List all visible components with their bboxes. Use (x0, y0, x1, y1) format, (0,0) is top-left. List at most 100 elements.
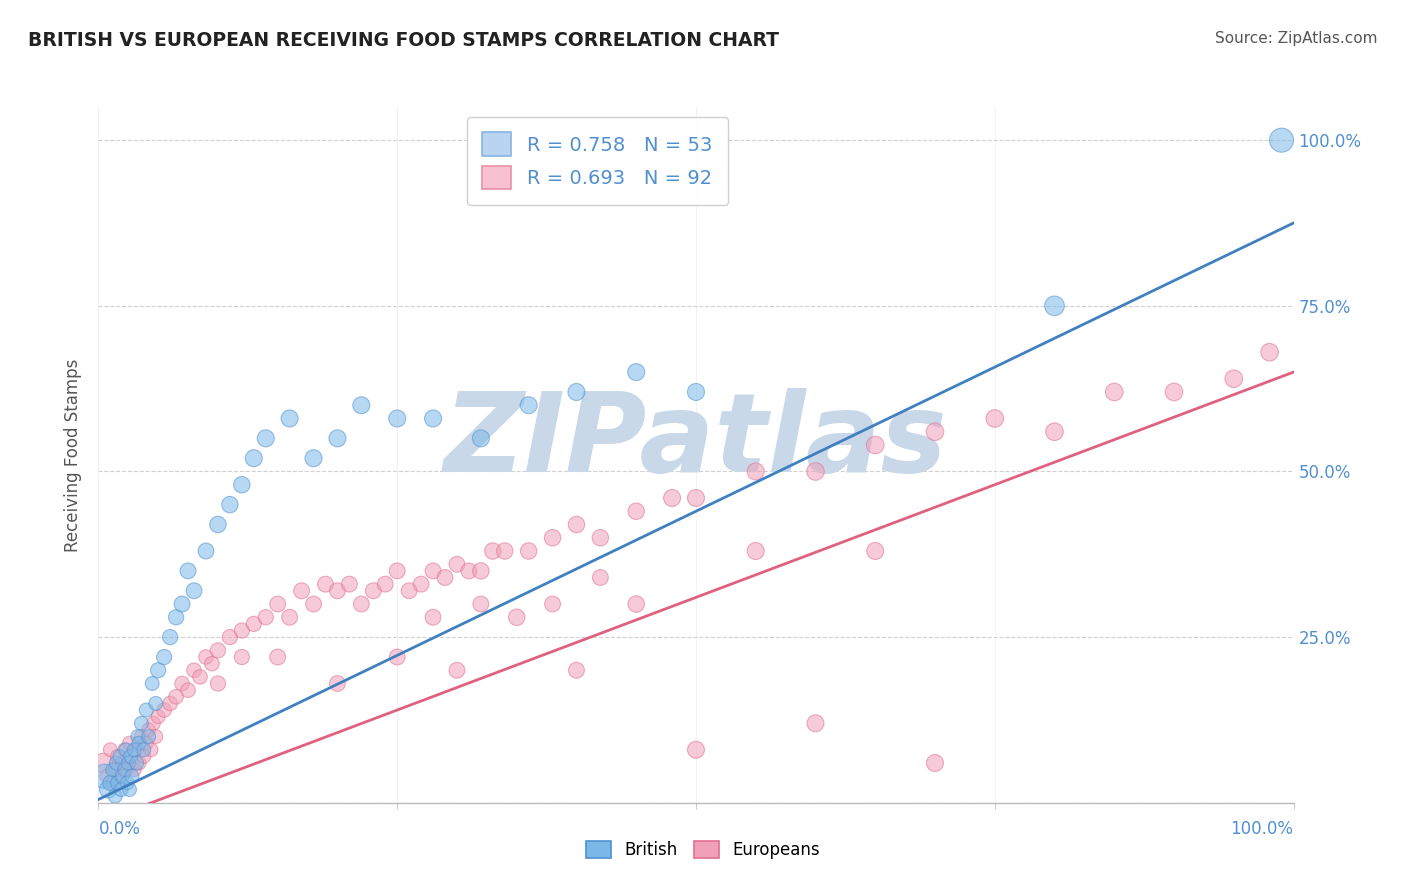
Point (201, 657, 224, 671)
Point (118, 782, 141, 797)
Point (446, 558, 468, 572)
Point (254, 431, 277, 445)
Point (291, 583, 314, 598)
Point (219, 498, 242, 512)
Point (385, 650, 409, 665)
Point (984, 411, 1007, 425)
Point (128, 736, 150, 750)
Point (685, 384, 707, 399)
Point (128, 756, 150, 770)
Point (159, 630, 181, 644)
Point (517, 398, 540, 412)
Point (231, 624, 253, 638)
Point (104, 789, 127, 804)
Point (243, 616, 266, 631)
Point (278, 411, 301, 425)
Point (108, 749, 131, 764)
Point (350, 398, 373, 412)
Point (105, 756, 128, 770)
Point (115, 776, 138, 790)
Point (91, 756, 114, 770)
Point (110, 782, 132, 797)
Point (125, 743, 148, 757)
Point (302, 451, 325, 466)
Y-axis label: Receiving Food Stamps: Receiving Food Stamps (65, 359, 83, 551)
Point (101, 763, 124, 777)
Point (339, 577, 360, 591)
Point (541, 531, 564, 545)
Point (422, 564, 444, 578)
Point (172, 597, 194, 611)
Text: BRITISH VS EUROPEAN RECEIVING FOOD STAMPS CORRELATION CHART: BRITISH VS EUROPEAN RECEIVING FOOD STAMP… (28, 31, 779, 50)
Point (1163, 384, 1185, 399)
Point (745, 465, 768, 479)
Point (159, 697, 181, 711)
Point (124, 763, 146, 777)
Point (565, 663, 588, 677)
Point (231, 477, 253, 491)
Point (138, 723, 160, 737)
Point (121, 769, 143, 783)
Point (278, 610, 301, 624)
Text: ZIPatlas: ZIPatlas (444, 387, 948, 494)
Point (177, 564, 200, 578)
Point (96, 769, 118, 783)
Legend: R = 0.758   N = 53, R = 0.693   N = 92: R = 0.758 N = 53, R = 0.693 N = 92 (467, 117, 728, 205)
Point (165, 610, 187, 624)
Point (138, 730, 160, 744)
Point (1043, 425, 1066, 439)
Point (98, 776, 122, 790)
Point (124, 743, 146, 757)
Text: 100.0%: 100.0% (1230, 820, 1294, 838)
Point (153, 650, 176, 665)
Point (127, 730, 149, 744)
Point (207, 676, 229, 690)
Point (1258, 345, 1281, 359)
Point (121, 756, 143, 770)
Point (145, 697, 167, 711)
Point (135, 703, 157, 717)
Point (104, 763, 127, 777)
Point (188, 670, 211, 684)
Point (385, 564, 409, 578)
Point (107, 776, 129, 790)
Point (326, 583, 349, 598)
Point (924, 425, 946, 439)
Point (153, 703, 176, 717)
Point (626, 504, 648, 518)
Text: Source: ZipAtlas.com: Source: ZipAtlas.com (1215, 31, 1378, 46)
Point (115, 743, 138, 757)
Point (470, 564, 492, 578)
Point (804, 716, 827, 731)
Point (422, 610, 444, 624)
Point (363, 583, 385, 598)
Point (398, 583, 420, 598)
Point (506, 610, 529, 624)
Point (589, 531, 612, 545)
Point (589, 570, 612, 584)
Point (458, 564, 481, 578)
Point (267, 597, 290, 611)
Point (207, 517, 229, 532)
Point (219, 630, 242, 644)
Point (183, 583, 205, 598)
Point (148, 709, 170, 723)
Point (481, 544, 505, 558)
Point (114, 743, 136, 757)
Point (685, 491, 707, 505)
Point (231, 650, 253, 665)
Point (411, 577, 433, 591)
Point (148, 663, 170, 677)
Point (1222, 372, 1246, 386)
Point (101, 776, 124, 790)
Point (118, 736, 141, 750)
Point (541, 597, 564, 611)
Point (139, 743, 162, 757)
Point (494, 544, 516, 558)
Point (863, 438, 887, 452)
Point (350, 597, 373, 611)
Point (326, 431, 349, 445)
Point (93, 769, 115, 783)
Point (120, 749, 142, 764)
Point (326, 676, 349, 690)
